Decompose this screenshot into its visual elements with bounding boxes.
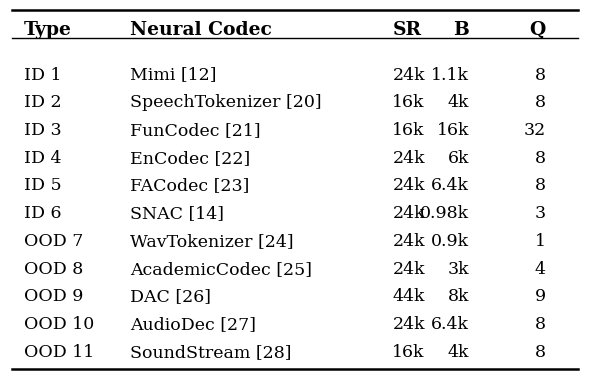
Text: B: B (453, 21, 469, 39)
Text: 8: 8 (535, 94, 546, 111)
Text: 1: 1 (535, 233, 546, 250)
Text: 8: 8 (535, 344, 546, 361)
Text: 24k: 24k (392, 205, 425, 222)
Text: OOD 9: OOD 9 (24, 288, 83, 306)
Text: ID 1: ID 1 (24, 66, 61, 84)
Text: 32: 32 (523, 122, 546, 139)
Text: ID 6: ID 6 (24, 205, 61, 222)
Text: 24k: 24k (392, 261, 425, 278)
Text: 3k: 3k (447, 261, 469, 278)
Text: OOD 11: OOD 11 (24, 344, 94, 361)
Text: 9: 9 (535, 288, 546, 306)
Text: 1.1k: 1.1k (431, 66, 469, 84)
Text: 6.4k: 6.4k (431, 177, 469, 195)
Text: 44k: 44k (392, 288, 425, 306)
Text: 6k: 6k (448, 150, 469, 167)
Text: 16k: 16k (392, 94, 425, 111)
Text: WavTokenizer [24]: WavTokenizer [24] (130, 233, 293, 250)
Text: 24k: 24k (392, 66, 425, 84)
Text: OOD 8: OOD 8 (24, 261, 83, 278)
Text: 4k: 4k (448, 94, 469, 111)
Text: Type: Type (24, 21, 71, 39)
Text: OOD 7: OOD 7 (24, 233, 83, 250)
Text: SNAC [14]: SNAC [14] (130, 205, 224, 222)
Text: Neural Codec: Neural Codec (130, 21, 271, 39)
Text: FACodec [23]: FACodec [23] (130, 177, 249, 195)
Text: SR: SR (392, 21, 421, 39)
Text: 0.98k: 0.98k (420, 205, 469, 222)
Text: 24k: 24k (392, 233, 425, 250)
Text: 24k: 24k (392, 316, 425, 333)
Text: 24k: 24k (392, 177, 425, 195)
Text: 3: 3 (535, 205, 546, 222)
Text: 8k: 8k (448, 288, 469, 306)
Text: Mimi [12]: Mimi [12] (130, 66, 217, 84)
Text: 24k: 24k (392, 150, 425, 167)
Text: 8: 8 (535, 66, 546, 84)
Text: 8: 8 (535, 150, 546, 167)
Text: 4k: 4k (448, 344, 469, 361)
Text: ID 4: ID 4 (24, 150, 61, 167)
Text: DAC [26]: DAC [26] (130, 288, 211, 306)
Text: Q: Q (529, 21, 546, 39)
Text: 8: 8 (535, 177, 546, 195)
Text: ID 5: ID 5 (24, 177, 61, 195)
Text: 6.4k: 6.4k (431, 316, 469, 333)
Text: 16k: 16k (437, 122, 469, 139)
Text: EnCodec [22]: EnCodec [22] (130, 150, 250, 167)
Text: SoundStream [28]: SoundStream [28] (130, 344, 291, 361)
Text: SpeechTokenizer [20]: SpeechTokenizer [20] (130, 94, 322, 111)
Text: 16k: 16k (392, 122, 425, 139)
Text: AcademicCodec [25]: AcademicCodec [25] (130, 261, 312, 278)
Text: ID 2: ID 2 (24, 94, 61, 111)
Text: 16k: 16k (392, 344, 425, 361)
Text: 4: 4 (535, 261, 546, 278)
Text: 8: 8 (535, 316, 546, 333)
Text: OOD 10: OOD 10 (24, 316, 94, 333)
Text: FunCodec [21]: FunCodec [21] (130, 122, 260, 139)
Text: ID 3: ID 3 (24, 122, 61, 139)
Text: AudioDec [27]: AudioDec [27] (130, 316, 256, 333)
Text: 0.9k: 0.9k (431, 233, 469, 250)
